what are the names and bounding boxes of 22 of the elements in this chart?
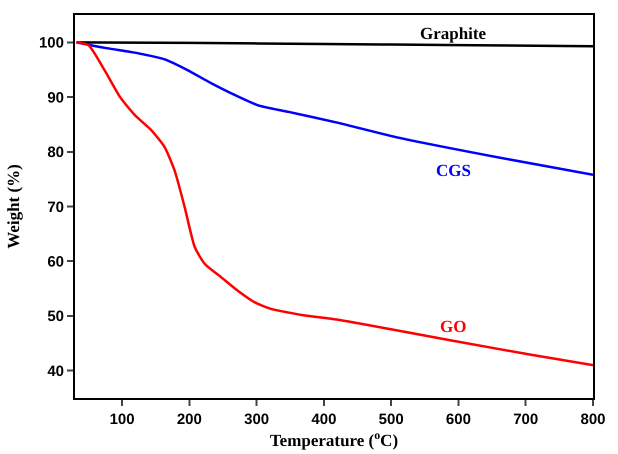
y-tick-label: 50: [47, 308, 64, 326]
y-tick-label: 40: [47, 362, 64, 380]
x-axis-title: Temperature ($^{o}$C): [270, 428, 398, 450]
x-tick-label: 600: [446, 411, 471, 428]
y-tick-label: 60: [47, 253, 64, 270]
y-tick-label: 70: [47, 198, 64, 216]
y-tick-label: 80: [47, 144, 64, 162]
x-tick-label: 100: [110, 411, 135, 428]
line-series: [75, 41, 593, 366]
series-label: GO: [440, 317, 466, 336]
x-tick-label: 300: [244, 411, 270, 428]
x-tick-label: 400: [311, 411, 336, 428]
x-tick-label: 800: [580, 411, 606, 428]
series-label: CGS: [436, 161, 471, 180]
y-tick-label: 100: [38, 34, 64, 52]
x-tick-label: 200: [176, 411, 202, 428]
y-tick-label: 90: [47, 89, 64, 106]
x-tick-label: 700: [513, 411, 538, 428]
line-series: [75, 41, 593, 176]
x-tick-label: 500: [378, 411, 404, 428]
series-label: Graphite: [420, 24, 487, 43]
y-axis-title: Weight (%): [4, 164, 24, 249]
